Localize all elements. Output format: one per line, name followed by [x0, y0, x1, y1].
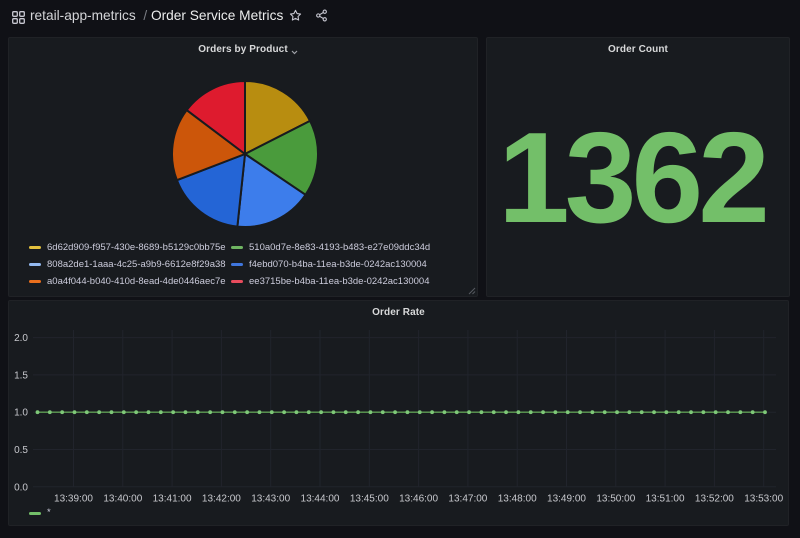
svg-text:0.5: 0.5 [14, 445, 28, 456]
svg-text:13:47:00: 13:47:00 [448, 494, 487, 505]
svg-text:1.0: 1.0 [14, 408, 28, 419]
svg-text:13:51:00: 13:51:00 [646, 494, 685, 505]
svg-text:13:42:00: 13:42:00 [202, 494, 241, 505]
svg-text:1.5: 1.5 [14, 370, 28, 381]
svg-text:13:44:00: 13:44:00 [301, 494, 340, 505]
svg-text:0.0: 0.0 [14, 482, 28, 493]
svg-text:13:39:00: 13:39:00 [54, 494, 93, 505]
svg-text:13:52:00: 13:52:00 [695, 494, 734, 505]
svg-text:13:50:00: 13:50:00 [596, 494, 635, 505]
svg-text:13:49:00: 13:49:00 [547, 494, 586, 505]
svg-text:13:41:00: 13:41:00 [153, 494, 192, 505]
svg-text:13:46:00: 13:46:00 [399, 494, 438, 505]
svg-text:13:53:00: 13:53:00 [744, 494, 783, 505]
svg-text:13:45:00: 13:45:00 [350, 494, 389, 505]
svg-text:13:48:00: 13:48:00 [498, 494, 537, 505]
svg-text:13:43:00: 13:43:00 [251, 494, 290, 505]
svg-text:13:40:00: 13:40:00 [103, 494, 142, 505]
svg-text:2.0: 2.0 [14, 333, 28, 344]
